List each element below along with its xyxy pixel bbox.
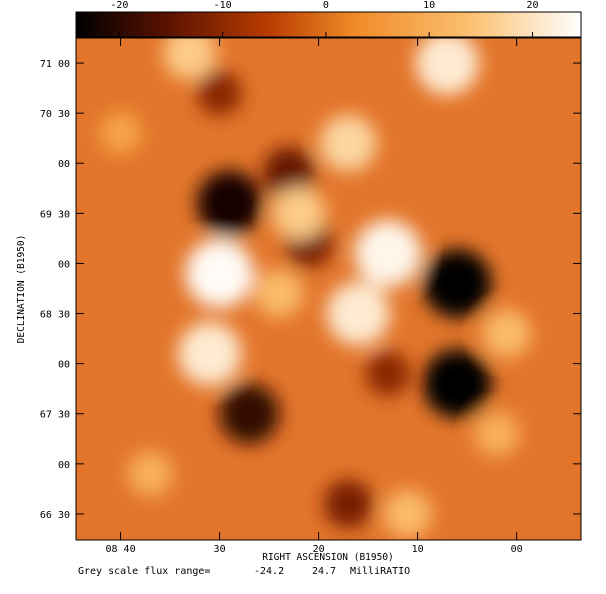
emission-feature xyxy=(163,38,217,80)
x-tick-label: 08 40 xyxy=(106,544,136,555)
y-tick-label: 00 xyxy=(58,460,70,471)
footer-label: Grey scale flux range= xyxy=(78,566,210,577)
map-frame xyxy=(75,37,582,541)
colorbar-ticks: -20 -10 0 10 20 xyxy=(110,0,538,37)
colorbar-tick-label: -20 xyxy=(110,0,128,11)
absorption-feature xyxy=(197,70,243,116)
emission-feature xyxy=(177,321,242,386)
absorption-feature xyxy=(422,349,492,419)
colorbar xyxy=(75,11,582,38)
footer-unit: MilliRATIO xyxy=(350,566,410,577)
emission-feature xyxy=(99,112,142,154)
footer-max: 24.7 xyxy=(312,566,336,577)
y-tick-label: 00 xyxy=(58,259,70,270)
map-features xyxy=(99,38,531,539)
x-tick-label: 20 xyxy=(313,544,325,555)
absorption-feature xyxy=(262,147,315,200)
absorption-feature xyxy=(422,249,492,318)
y-tick-label: 00 xyxy=(58,159,70,170)
emission-feature xyxy=(319,114,377,172)
y-axis-title: DECLINATION (B1950) xyxy=(16,235,27,344)
map-area xyxy=(76,38,581,540)
y-tick-label: 67 30 xyxy=(40,410,70,421)
emission-feature xyxy=(272,186,326,241)
emission-feature xyxy=(185,239,254,308)
emission-feature xyxy=(474,411,520,457)
y-tick-label: 71 00 xyxy=(40,59,70,70)
emission-feature xyxy=(415,38,480,95)
emission-feature xyxy=(326,281,391,346)
y-tick-label: 68 30 xyxy=(40,310,70,321)
absorption-feature xyxy=(196,170,263,237)
colorbar-tick-label: 10 xyxy=(423,0,435,11)
emission-feature xyxy=(127,451,173,497)
x-tick-label: 00 xyxy=(511,544,523,555)
y-tick-label: 00 xyxy=(58,360,70,371)
emission-feature xyxy=(254,269,304,318)
absorption-feature xyxy=(365,351,411,397)
emission-feature xyxy=(383,489,432,539)
colorbar-tick-label: -10 xyxy=(214,0,232,11)
y-tick-label: 70 30 xyxy=(40,109,70,120)
footer-min: -24.2 xyxy=(254,566,284,577)
y-tick-label: 66 30 xyxy=(40,510,70,521)
x-tick-label: 10 xyxy=(412,544,424,555)
y-axis: 66 30 00 67 30 00 68 30 00 69 30 00 70 30 71 00 xyxy=(40,59,581,521)
colorbar-tick-label: 20 xyxy=(526,0,538,11)
x-axis: 08 40 30 20 10 00 xyxy=(106,38,523,555)
x-tick-label: 30 xyxy=(214,544,226,555)
absorption-feature xyxy=(219,383,280,444)
emission-feature xyxy=(354,219,422,287)
colorbar-tick-label: 0 xyxy=(323,0,329,11)
x-axis-title: RIGHT ASCENSION (B1950) xyxy=(262,552,394,563)
emission-feature xyxy=(482,309,531,358)
y-tick-label: 69 30 xyxy=(40,209,70,220)
absorption-feature xyxy=(324,479,373,529)
